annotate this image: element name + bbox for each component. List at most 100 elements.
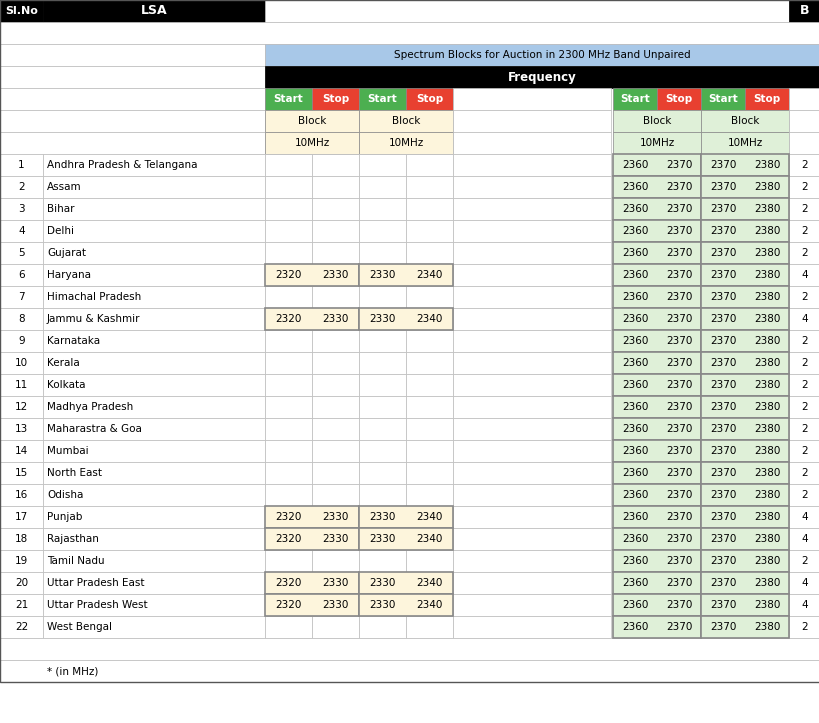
Text: 2: 2 — [18, 182, 25, 192]
Bar — [613, 572, 700, 594]
Text: 2: 2 — [800, 490, 807, 500]
Bar — [700, 110, 788, 132]
Bar — [788, 220, 819, 242]
Text: 2360: 2360 — [621, 270, 647, 280]
Bar — [613, 308, 700, 330]
Bar — [43, 242, 265, 264]
Text: 2: 2 — [800, 248, 807, 258]
Text: Stop: Stop — [664, 94, 692, 104]
Text: 2370: 2370 — [665, 578, 691, 588]
Text: 2370: 2370 — [709, 248, 735, 258]
Bar — [452, 88, 610, 110]
Bar — [452, 462, 610, 484]
Bar — [311, 440, 359, 462]
Text: 2330: 2330 — [369, 512, 396, 522]
Text: 2370: 2370 — [709, 292, 735, 302]
Bar — [613, 528, 700, 550]
Text: 2: 2 — [800, 380, 807, 390]
Bar — [452, 176, 610, 198]
Bar — [700, 308, 788, 330]
Bar — [359, 132, 452, 154]
Bar — [452, 550, 610, 572]
Bar — [452, 506, 610, 528]
Text: 4: 4 — [18, 226, 25, 236]
Bar — [43, 506, 265, 528]
Bar — [43, 572, 265, 594]
Bar — [359, 220, 405, 242]
Text: Spectrum Blocks for Auction in 2300 MHz Band Unpaired: Spectrum Blocks for Auction in 2300 MHz … — [394, 50, 690, 60]
Text: 2370: 2370 — [709, 446, 735, 456]
Text: Delhi: Delhi — [47, 226, 74, 236]
Text: 2330: 2330 — [369, 270, 396, 280]
Text: 20: 20 — [15, 578, 28, 588]
Bar — [700, 374, 788, 396]
Text: 2330: 2330 — [369, 534, 396, 544]
Text: 2360: 2360 — [621, 490, 647, 500]
Text: 4: 4 — [800, 534, 807, 544]
Text: 2360: 2360 — [621, 578, 647, 588]
Bar — [405, 154, 452, 176]
Text: 8: 8 — [18, 314, 25, 324]
Bar — [613, 440, 700, 462]
Text: 2: 2 — [800, 204, 807, 214]
Bar — [359, 308, 452, 330]
Bar — [788, 484, 819, 506]
Bar — [452, 594, 610, 616]
Bar — [656, 88, 700, 110]
Text: 2340: 2340 — [416, 578, 442, 588]
Bar — [405, 462, 452, 484]
Text: 2370: 2370 — [709, 512, 735, 522]
Text: 7: 7 — [18, 292, 25, 302]
Bar — [0, 44, 265, 66]
Text: Andhra Pradesh & Telangana: Andhra Pradesh & Telangana — [47, 160, 197, 170]
Bar — [788, 594, 819, 616]
Text: 2360: 2360 — [621, 468, 647, 478]
Text: 2360: 2360 — [621, 424, 647, 434]
Bar — [788, 286, 819, 308]
Bar — [0, 220, 43, 242]
Bar — [452, 616, 610, 638]
Bar — [700, 572, 788, 594]
Bar — [700, 330, 788, 352]
Bar — [788, 330, 819, 352]
Text: 2380: 2380 — [753, 622, 779, 632]
Text: Start: Start — [619, 94, 649, 104]
Bar — [265, 374, 311, 396]
Text: Tamil Nadu: Tamil Nadu — [47, 556, 105, 566]
Bar — [405, 242, 452, 264]
Bar — [613, 330, 700, 352]
Bar — [311, 616, 359, 638]
Bar — [265, 528, 359, 550]
Bar — [265, 110, 359, 132]
Bar — [265, 154, 311, 176]
Bar — [0, 286, 43, 308]
Text: 10MHz: 10MHz — [726, 138, 762, 148]
Bar — [613, 132, 700, 154]
Bar — [265, 572, 359, 594]
Bar — [452, 528, 610, 550]
Text: 2330: 2330 — [322, 314, 348, 324]
Text: 2380: 2380 — [753, 248, 779, 258]
Text: Start: Start — [708, 94, 737, 104]
Text: 2380: 2380 — [753, 336, 779, 346]
Bar — [788, 88, 819, 110]
Bar — [700, 462, 788, 484]
Bar — [788, 616, 819, 638]
Bar — [405, 616, 452, 638]
Text: 2320: 2320 — [275, 578, 301, 588]
Text: 2370: 2370 — [665, 600, 691, 610]
Bar — [43, 396, 265, 418]
Bar — [788, 352, 819, 374]
Bar — [700, 264, 788, 286]
Bar — [43, 330, 265, 352]
Text: 2380: 2380 — [753, 468, 779, 478]
Text: 2370: 2370 — [665, 380, 691, 390]
Text: 18: 18 — [15, 534, 28, 544]
Text: 2340: 2340 — [416, 314, 442, 324]
Text: 2370: 2370 — [665, 314, 691, 324]
Text: 2370: 2370 — [709, 622, 735, 632]
Bar — [405, 418, 452, 440]
Text: 4: 4 — [800, 270, 807, 280]
Bar — [613, 594, 700, 616]
Bar — [700, 242, 788, 264]
